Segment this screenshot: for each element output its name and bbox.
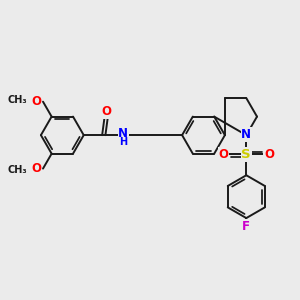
Text: O: O <box>264 148 274 161</box>
Text: CH₃: CH₃ <box>7 95 27 105</box>
Text: F: F <box>242 220 250 233</box>
Text: O: O <box>219 148 229 161</box>
Text: O: O <box>32 162 41 175</box>
Text: S: S <box>242 148 251 161</box>
Text: CH₃: CH₃ <box>7 165 27 175</box>
Text: N: N <box>118 127 128 140</box>
Text: O: O <box>101 106 111 118</box>
Text: H: H <box>119 137 127 147</box>
Text: N: N <box>241 128 251 141</box>
Text: O: O <box>32 95 41 108</box>
